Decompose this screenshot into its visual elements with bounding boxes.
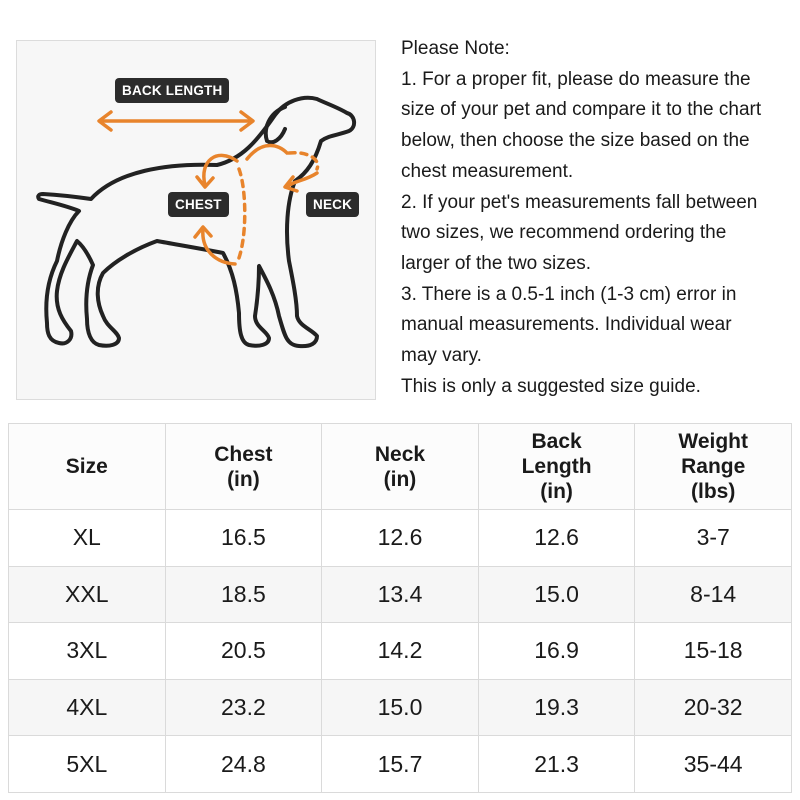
cell-size: 3XL	[8, 622, 166, 680]
notes-line: 1. For a proper fit, please do measure t…	[401, 68, 751, 90]
notes-line: 3. There is a 0.5-1 inch (1-3 cm) error …	[401, 283, 737, 305]
notes-heading: Please Note:	[401, 38, 510, 59]
chest-label: CHEST	[168, 192, 229, 217]
header-chest: Chest (in)	[164, 423, 323, 510]
cell-back-length: 15.0	[477, 565, 636, 624]
notes-line: larger of the two sizes.	[401, 252, 592, 274]
cell-neck: 12.6	[321, 509, 479, 567]
header-unit: (in)	[227, 467, 260, 491]
cell-neck: 15.7	[321, 735, 479, 793]
header-text: Chest	[214, 442, 273, 466]
size-chart-table: Size Chest (in) Neck (in) Back Length (i…	[8, 423, 792, 793]
header-back-length: Back Length (in)	[477, 423, 636, 510]
cell-weight-range: 8-14	[634, 565, 792, 624]
cell-weight-range: 20-32	[634, 678, 792, 737]
header-text: Back	[531, 430, 582, 453]
header-text: Neck	[374, 442, 426, 466]
chest-arrow-icon	[193, 153, 247, 266]
header-neck: Neck (in)	[321, 423, 479, 510]
header-text: Range	[681, 455, 746, 478]
cell-neck: 14.2	[321, 622, 479, 680]
table-row: 5XL 24.8 15.7 21.3 35-44	[8, 735, 792, 793]
notes-line: chest measurement.	[401, 160, 574, 182]
notes-line: manual measurements. Individual wear	[401, 314, 732, 336]
cell-chest: 18.5	[164, 565, 323, 624]
back-length-label: BACK LENGTH	[115, 78, 230, 103]
notes-line: 2. If your pet's measurements fall betwe…	[401, 191, 758, 213]
table-row: XXL 18.5 13.4 15.0 8-14	[8, 565, 792, 624]
cell-weight-range: 3-7	[634, 509, 792, 567]
header-text: Length	[521, 455, 592, 478]
table-row: 3XL 20.5 14.2 16.9 15-18	[8, 622, 792, 680]
cell-chest: 23.2	[164, 678, 323, 737]
table-row: XL 16.5 12.6 12.6 3-7	[8, 509, 792, 567]
table-header-row: Size Chest (in) Neck (in) Back Length (i…	[8, 423, 792, 510]
notes-line: This is only a suggested size guide.	[401, 375, 701, 397]
header-size: Size	[8, 423, 166, 510]
cell-chest: 16.5	[164, 509, 323, 567]
header-unit: (in)	[540, 480, 573, 503]
cell-size: XXL	[8, 565, 166, 624]
cell-neck: 15.0	[321, 678, 479, 737]
cell-neck: 13.4	[321, 565, 479, 624]
neck-label: NECK	[306, 192, 360, 217]
cell-weight-range: 35-44	[634, 735, 792, 793]
cell-chest: 20.5	[164, 622, 323, 680]
dog-silhouette-icon	[36, 95, 356, 349]
notes-line: size of your pet and compare it to the c…	[401, 99, 762, 121]
table-row: 4XL 23.2 15.0 19.3 20-32	[8, 678, 792, 737]
cell-chest: 24.8	[164, 735, 323, 793]
back-length-arrow-icon	[97, 110, 255, 132]
header-unit: (lbs)	[691, 480, 736, 503]
notes-line: two sizes, we recommend ordering the	[401, 222, 727, 244]
cell-back-length: 16.9	[477, 622, 636, 680]
cell-back-length: 21.3	[477, 735, 636, 793]
notes-line: may vary.	[401, 345, 482, 367]
header-text: Weight	[678, 430, 748, 453]
header-text: Size	[65, 455, 108, 478]
notes-line: below, then choose the size based on the	[401, 130, 750, 152]
cell-size: 5XL	[8, 735, 166, 793]
header-unit: (in)	[383, 467, 417, 491]
cell-size: 4XL	[8, 678, 166, 737]
cell-weight-range: 15-18	[634, 622, 792, 680]
cell-size: XL	[8, 509, 166, 567]
dog-measurement-diagram: BACK LENGTH CHEST NECK	[16, 40, 376, 400]
cell-back-length: 12.6	[477, 509, 636, 567]
header-weight-range: Weight Range (lbs)	[634, 423, 792, 510]
neck-arrow-icon	[245, 143, 320, 193]
cell-back-length: 19.3	[477, 678, 636, 737]
dog-diagram-svg	[36, 95, 356, 349]
sizing-notes: Please Note: 1. For a proper fit, please…	[401, 34, 793, 402]
